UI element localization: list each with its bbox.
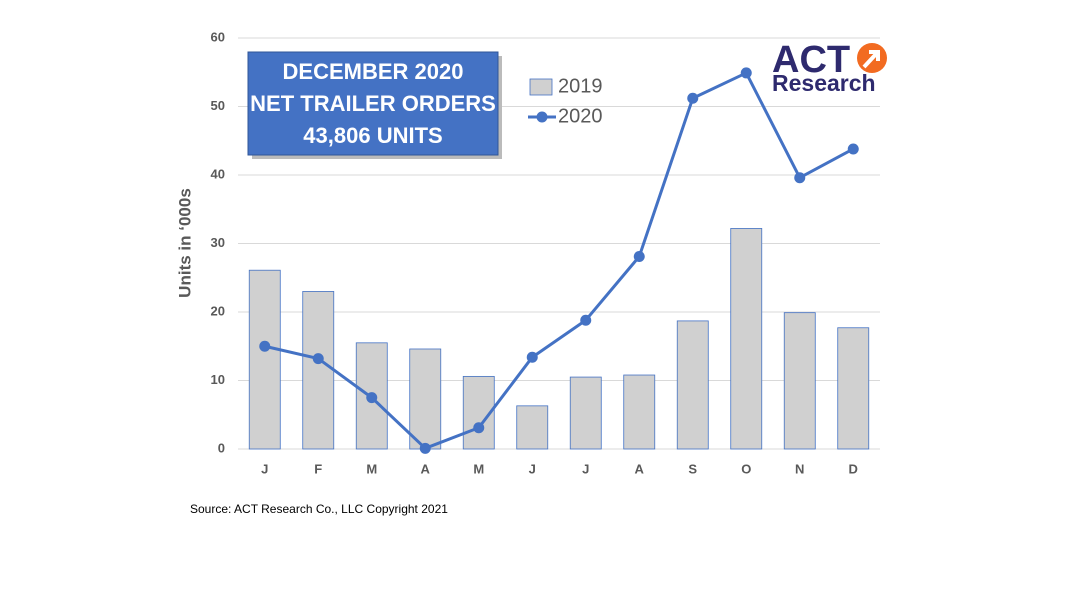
legend-swatch [529, 78, 553, 96]
marker [687, 92, 699, 104]
x-tick-label: N [795, 461, 804, 476]
x-tick-label: S [688, 461, 697, 476]
y-tick-label: 0 [218, 440, 225, 455]
bar [516, 405, 549, 450]
annotation-text: NET TRAILER ORDERS [250, 91, 496, 116]
bar [248, 269, 281, 450]
marker [366, 392, 378, 404]
x-tick-label: M [473, 461, 484, 476]
x-tick-label: D [849, 461, 858, 476]
legend-label: 2019 [558, 75, 603, 97]
marker [580, 314, 592, 326]
x-tick-label: J [582, 461, 589, 476]
y-tick-label: 30 [211, 235, 225, 250]
source-note: Source: ACT Research Co., LLC Copyright … [190, 502, 448, 516]
marker [847, 143, 859, 155]
y-tick-label: 60 [211, 29, 225, 44]
marker [794, 172, 806, 184]
y-tick-label: 10 [211, 372, 225, 387]
bar [783, 312, 816, 450]
logo-text: ACT [772, 39, 850, 81]
x-tick-label: J [529, 461, 536, 476]
marker [419, 442, 431, 454]
marker [312, 353, 324, 365]
bar [837, 327, 870, 450]
y-tick-label: 20 [211, 303, 225, 318]
x-tick-label: A [635, 461, 645, 476]
bar [302, 291, 335, 450]
x-tick-label: J [261, 461, 268, 476]
x-tick-label: O [741, 461, 751, 476]
marker [259, 340, 271, 352]
logo-text: Research [772, 70, 876, 96]
x-tick-label: F [314, 461, 322, 476]
line [264, 71, 854, 450]
marker [526, 351, 538, 363]
bar [569, 376, 602, 450]
bar [623, 374, 656, 450]
bar [409, 348, 442, 450]
marker [740, 67, 752, 79]
marker [633, 251, 645, 263]
y-tick-label: 50 [211, 98, 225, 113]
bar [730, 228, 763, 450]
bar [676, 320, 709, 450]
x-tick-label: M [366, 461, 377, 476]
annotation-box [247, 51, 499, 156]
annotation-text: DECEMBER 2020 [283, 59, 464, 84]
logo-arrow [862, 50, 880, 69]
legend-swatch [536, 111, 548, 123]
y-axis-label: Units in ‘000s [175, 188, 194, 298]
x-tick-label: A [421, 461, 431, 476]
legend-label: 2020 [558, 105, 603, 127]
marker [473, 422, 485, 434]
annotation-text: 43,806 UNITS [303, 123, 442, 148]
y-tick-label: 40 [211, 166, 225, 181]
